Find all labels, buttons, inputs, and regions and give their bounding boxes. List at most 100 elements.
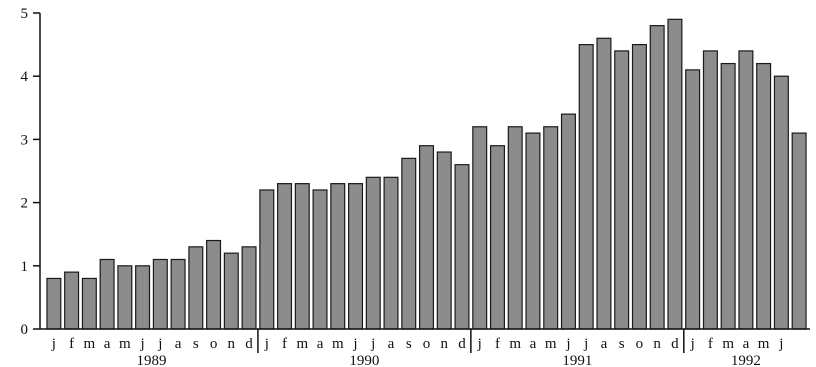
x-tick-label: a: [530, 336, 537, 352]
x-tick-label: j: [140, 336, 145, 352]
x-tick-label: f: [708, 336, 713, 352]
year-label: 1991: [562, 353, 592, 367]
y-tick-label: 1: [21, 259, 29, 275]
bar: [578, 43, 594, 330]
x-tick-label: m: [509, 336, 521, 352]
bar: [188, 246, 204, 330]
bar: [64, 271, 80, 330]
x-tick-label: n: [440, 336, 448, 352]
bar: [365, 176, 381, 330]
y-tick-label: 2: [21, 196, 29, 212]
bar: [135, 265, 151, 330]
bar: [543, 126, 559, 330]
x-tick-label: a: [104, 336, 111, 352]
x-tick-label: d: [245, 336, 253, 352]
bar: [631, 43, 647, 330]
bar: [436, 151, 452, 330]
bar: [702, 50, 718, 330]
year-label: 1989: [136, 353, 166, 367]
x-tick-label: s: [193, 336, 199, 352]
bars: [46, 18, 807, 330]
x-tick-label: m: [332, 336, 344, 352]
bar: [667, 18, 683, 330]
x-tick-label: j: [690, 336, 695, 352]
bar: [720, 62, 736, 330]
bar: [330, 183, 346, 330]
year-label: 1990: [349, 353, 379, 367]
bar: [401, 157, 417, 330]
y-tick-label: 0: [21, 322, 29, 338]
x-tick-label: o: [636, 336, 644, 352]
y-tick-label: 5: [21, 6, 29, 22]
x-tick-label: j: [352, 336, 357, 352]
x-tick-label: m: [84, 336, 96, 352]
x-tick-label: f: [495, 336, 500, 352]
x-tick-label: a: [175, 336, 182, 352]
bar: [46, 277, 62, 330]
x-tick-label: d: [671, 336, 679, 352]
bar: [294, 183, 310, 330]
x-tick-label: m: [722, 336, 734, 352]
year-labels: 1989 1990 1991 1992: [136, 329, 761, 367]
bar: [489, 145, 505, 330]
y-tick-label: 4: [21, 69, 29, 85]
x-tick-label: j: [370, 336, 375, 352]
bar: [117, 265, 133, 330]
x-tick-label: n: [653, 336, 661, 352]
x-tick-label: j: [477, 336, 482, 352]
x-tick-label: m: [545, 336, 557, 352]
x-tick-label: j: [157, 336, 162, 352]
x-tick-label: o: [210, 336, 218, 352]
bar: [560, 113, 576, 330]
x-tick-label: o: [423, 336, 431, 352]
bar: [383, 176, 399, 330]
x-tick-label: j: [51, 336, 56, 352]
x-tick-label: m: [119, 336, 131, 352]
bar: [649, 25, 665, 330]
bar: [791, 132, 807, 330]
bar: [259, 189, 275, 330]
bar: [170, 258, 186, 330]
bar: [472, 126, 488, 330]
bar: [152, 258, 168, 330]
x-tick-label: a: [743, 336, 750, 352]
x-tick-label: a: [317, 336, 324, 352]
x-tick-label: j: [565, 336, 570, 352]
bar: [507, 126, 523, 330]
bar: [277, 183, 293, 330]
x-tick-label: n: [228, 336, 236, 352]
year-label: 1992: [731, 353, 761, 367]
bar: [312, 189, 328, 330]
bar: [206, 239, 222, 330]
x-tick-label: m: [758, 336, 770, 352]
bar: [596, 37, 612, 330]
y-tick-label: 3: [21, 132, 29, 148]
y-axis: 0 1 2 3 4 5: [21, 6, 41, 338]
bar: [99, 258, 115, 330]
bar: [738, 50, 754, 330]
x-tick-label: s: [619, 336, 625, 352]
x-tick-label: j: [583, 336, 588, 352]
bar: [614, 50, 630, 330]
x-tick-label: f: [282, 336, 287, 352]
x-tick-label: j: [778, 336, 783, 352]
bar: [454, 164, 470, 330]
x-tick-label: d: [458, 336, 466, 352]
bar: [685, 69, 701, 330]
x-tick-label: j: [264, 336, 269, 352]
x-tick-label: f: [69, 336, 74, 352]
x-tick-label: s: [406, 336, 412, 352]
x-tick-label: a: [388, 336, 395, 352]
bar: [223, 252, 239, 330]
bar: [348, 183, 364, 330]
bar: [81, 277, 97, 330]
x-tick-label: m: [296, 336, 308, 352]
bar: [241, 246, 257, 330]
x-tick-label: a: [601, 336, 608, 352]
bar: [773, 75, 789, 330]
bar: [418, 145, 435, 330]
bar: [525, 132, 541, 330]
bar: [756, 62, 772, 330]
